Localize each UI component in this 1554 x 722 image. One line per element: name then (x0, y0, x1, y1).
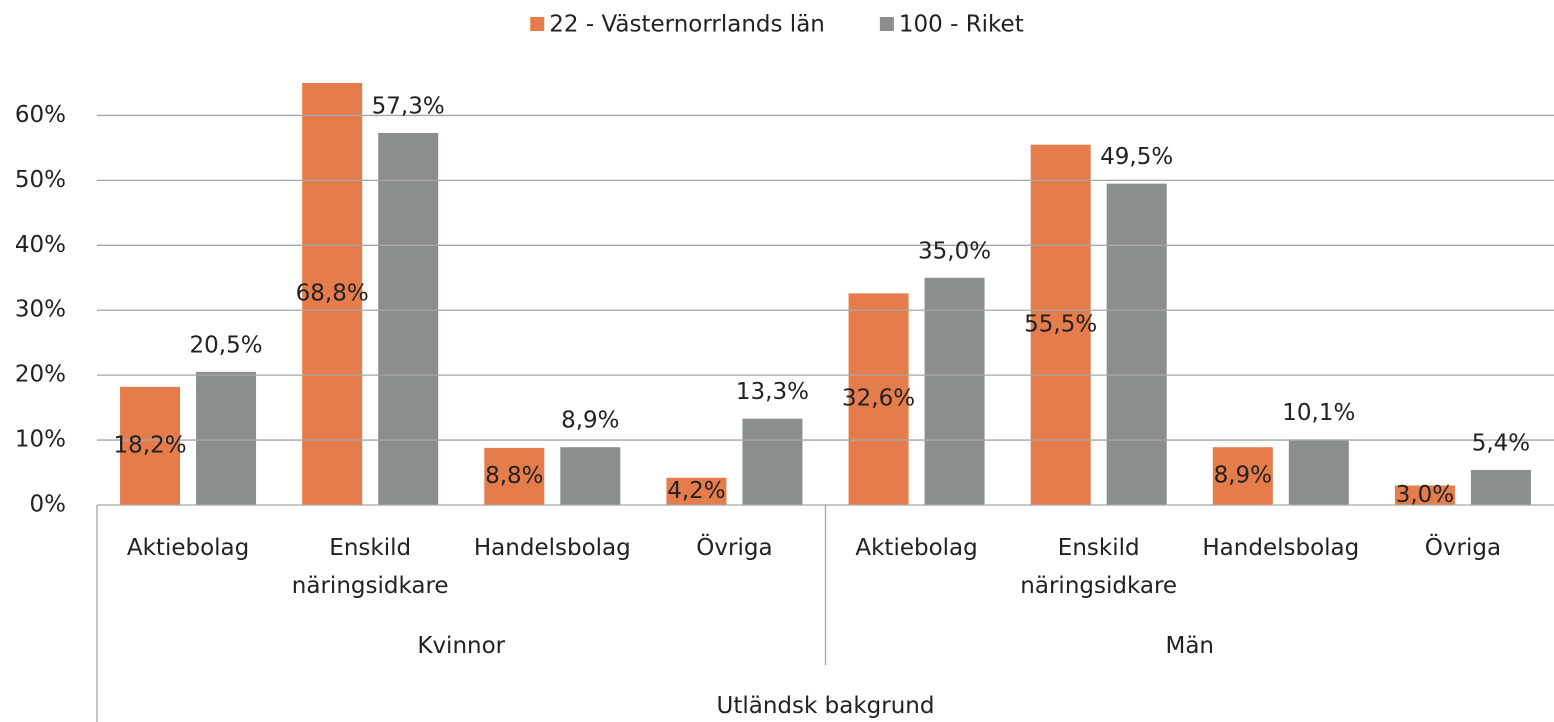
x-group-label: Män (1165, 633, 1214, 659)
y-tick-label: 30% (15, 297, 66, 323)
data-label: 8,8% (485, 463, 543, 489)
data-label: 20,5% (190, 332, 263, 358)
data-label: 4,2% (667, 478, 725, 504)
bar (484, 447, 545, 505)
data-label: 35,0% (918, 238, 991, 264)
bar (924, 277, 985, 505)
x-tick-label: Handelsbolag (1202, 535, 1360, 561)
bar (378, 132, 439, 505)
y-tick-label: 20% (15, 362, 66, 388)
data-label: 5,4% (1472, 430, 1530, 456)
bar (120, 386, 181, 505)
y-tick-label: 10% (15, 427, 66, 453)
y-tick-label: 50% (15, 167, 66, 193)
data-label: 68,8% (296, 281, 369, 307)
x-supergroup-label: Utländsk bakgrund (716, 693, 935, 719)
bar (1470, 469, 1531, 505)
bar (848, 293, 909, 505)
plot-area (120, 83, 1531, 505)
bar (560, 447, 621, 505)
x-tick-label: Enskild näringsidkare (1020, 535, 1178, 599)
data-label: 57,3% (372, 93, 445, 119)
legend-swatch (530, 17, 545, 31)
bar (666, 477, 727, 505)
data-label: 3,0% (1396, 482, 1454, 508)
y-tick-label: 40% (15, 232, 66, 258)
bar (1030, 144, 1091, 505)
bar (302, 83, 363, 505)
bar (1106, 183, 1167, 505)
legend: 22 - Västernorrlands län 100 - Riket (530, 12, 1024, 38)
data-label: 18,2% (114, 432, 187, 458)
x-tick-label: Enskild näringsidkare (291, 535, 449, 599)
data-label: 8,9% (561, 408, 619, 434)
legend-swatch (879, 17, 894, 31)
bar (1212, 447, 1273, 505)
data-label: 32,6% (842, 386, 915, 412)
x-tick-label: Handelsbolag (473, 535, 631, 561)
y-tick-label: 0% (30, 492, 67, 518)
x-tick-label: Aktiebolag (126, 535, 250, 561)
x-tick-label: Övriga (1424, 535, 1502, 561)
bar (1394, 485, 1455, 505)
y-tick-label: 60% (15, 102, 66, 128)
bar (196, 371, 257, 505)
data-label: 10,1% (1282, 400, 1355, 426)
data-label: 13,3% (736, 379, 809, 405)
x-tick-label: Aktiebolag (855, 535, 978, 561)
legend-label: 100 - Riket (899, 12, 1024, 38)
data-label: 55,5% (1024, 311, 1097, 337)
data-label: 8,9% (1214, 463, 1272, 489)
bar (1288, 439, 1349, 505)
data-label: 49,5% (1100, 144, 1173, 170)
legend-label: 22 - Västernorrlands län (549, 12, 825, 38)
x-tick-label: Övriga (696, 535, 773, 561)
bar (742, 418, 803, 505)
x-group-label: Kvinnor (417, 633, 506, 659)
